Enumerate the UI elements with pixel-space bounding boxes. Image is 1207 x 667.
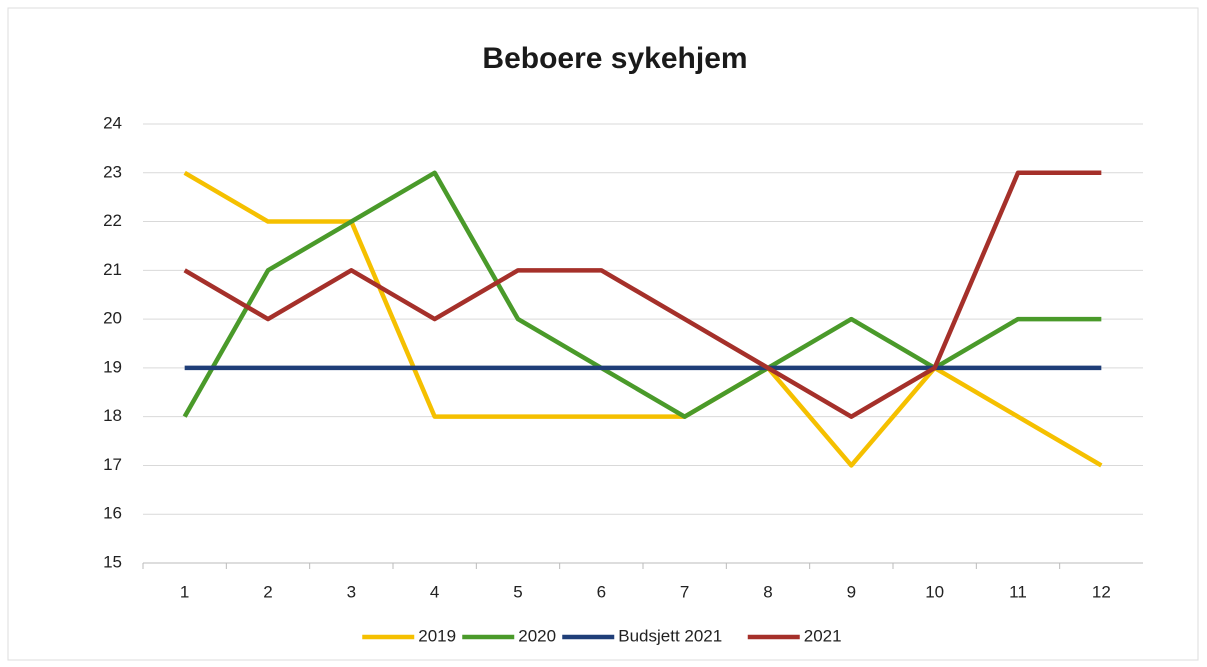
y-tick-label: 23 — [103, 162, 122, 181]
y-tick-label: 24 — [103, 113, 122, 132]
legend-label: 2021 — [804, 626, 842, 645]
x-tick-label: 10 — [925, 582, 944, 601]
x-tick-label: 8 — [763, 582, 772, 601]
y-tick-label: 21 — [103, 260, 122, 279]
legend-label: Budsjett 2021 — [618, 626, 722, 645]
chart-title: Beboere sykehjem — [482, 42, 747, 75]
x-tick-label: 7 — [680, 582, 689, 601]
x-tick-label: 6 — [597, 582, 606, 601]
x-tick-label: 1 — [180, 582, 189, 601]
line-series — [182, 170, 1102, 419]
y-tick-label: 18 — [103, 406, 122, 425]
line-series — [183, 170, 1103, 468]
y-tick-label: 17 — [103, 455, 122, 474]
y-tick-label: 19 — [103, 357, 122, 376]
x-tick-label: 2 — [263, 582, 272, 601]
x-tick-label: 3 — [347, 582, 356, 601]
line-series — [183, 170, 1102, 419]
x-tick-label: 11 — [1009, 582, 1027, 601]
y-tick-label: 15 — [103, 552, 122, 571]
y-tick-label: 22 — [103, 211, 122, 230]
legend-label: 2020 — [518, 626, 556, 645]
x-tick-label: 9 — [847, 582, 856, 601]
x-tick-label: 5 — [513, 582, 522, 601]
y-tick-label: 20 — [103, 309, 122, 328]
legend-label: 2019 — [418, 626, 456, 645]
x-tick-label: 12 — [1092, 582, 1111, 601]
chart-border — [7, 7, 1199, 661]
x-tick-label: 4 — [430, 582, 439, 601]
y-tick-label: 16 — [103, 504, 122, 523]
